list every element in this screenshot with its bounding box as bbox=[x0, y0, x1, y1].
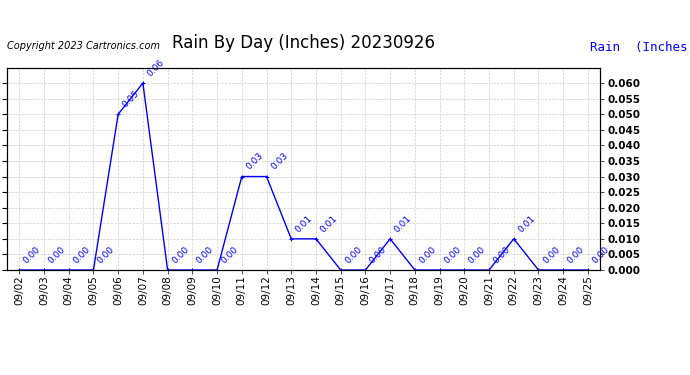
Text: 0.00: 0.00 bbox=[591, 245, 611, 266]
Text: 0.00: 0.00 bbox=[46, 245, 67, 266]
Text: 0.00: 0.00 bbox=[22, 245, 42, 266]
Text: 0.00: 0.00 bbox=[368, 245, 388, 266]
Text: 0.00: 0.00 bbox=[71, 245, 92, 266]
Text: Rain  (Inches): Rain (Inches) bbox=[590, 41, 690, 54]
Text: 0.03: 0.03 bbox=[244, 151, 265, 172]
Text: 0.00: 0.00 bbox=[417, 245, 438, 266]
Text: 0.00: 0.00 bbox=[343, 245, 364, 266]
Text: 0.00: 0.00 bbox=[170, 245, 190, 266]
Text: 0.00: 0.00 bbox=[96, 245, 117, 266]
Text: 0.00: 0.00 bbox=[219, 245, 240, 266]
Text: 0.00: 0.00 bbox=[195, 245, 215, 266]
Text: 0.00: 0.00 bbox=[566, 245, 586, 266]
Text: 0.01: 0.01 bbox=[516, 214, 537, 234]
Text: Copyright 2023 Cartronics.com: Copyright 2023 Cartronics.com bbox=[7, 41, 160, 51]
Text: 0.05: 0.05 bbox=[121, 89, 141, 110]
Text: 0.01: 0.01 bbox=[318, 214, 339, 234]
Text: 0.01: 0.01 bbox=[393, 214, 413, 234]
Text: 0.03: 0.03 bbox=[269, 151, 290, 172]
Text: 0.06: 0.06 bbox=[146, 58, 166, 78]
Text: 0.00: 0.00 bbox=[466, 245, 487, 266]
Text: 0.01: 0.01 bbox=[294, 214, 315, 234]
Text: Rain By Day (Inches) 20230926: Rain By Day (Inches) 20230926 bbox=[172, 34, 435, 52]
Text: 0.00: 0.00 bbox=[442, 245, 463, 266]
Text: 0.00: 0.00 bbox=[491, 245, 512, 266]
Text: 0.00: 0.00 bbox=[541, 245, 562, 266]
